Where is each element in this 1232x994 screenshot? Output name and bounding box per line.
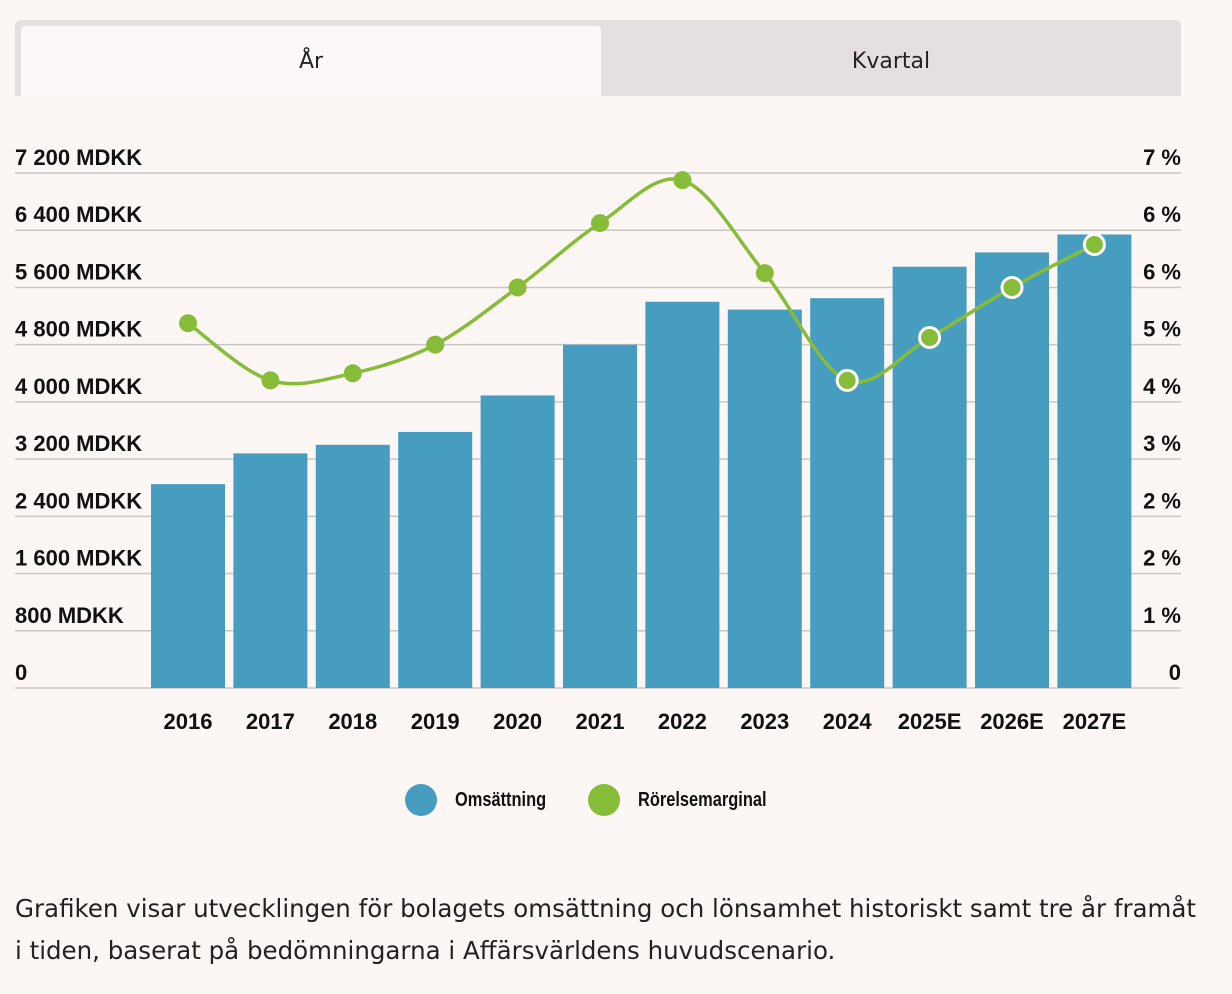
- legend-label-margin: Rörelsemarginal: [638, 788, 767, 811]
- period-tabs: År Kvartal: [15, 20, 1181, 96]
- x-tick-label: 2018: [328, 709, 377, 734]
- y-left-tick-label: 4 000 MDKK: [15, 374, 142, 399]
- x-tick-label: 2023: [740, 709, 789, 734]
- bar-omsattning[interactable]: [315, 444, 390, 688]
- y-right-tick-label: 2 %: [1143, 546, 1181, 571]
- y-left-tick-label: 6 400 MDKK: [15, 202, 142, 227]
- point-rorelsemarginal[interactable]: [1000, 275, 1024, 299]
- point-rorelsemarginal[interactable]: [673, 171, 692, 190]
- point-rorelsemarginal[interactable]: [755, 264, 774, 283]
- x-tick-label: 2021: [576, 709, 625, 734]
- y-right-tick-label: 3 %: [1143, 431, 1181, 456]
- y-left-tick-label: 5 600 MDKK: [15, 259, 142, 284]
- y-right-tick-label: 4 %: [1143, 374, 1181, 399]
- x-tick-label: 2017: [246, 709, 295, 734]
- bar-omsattning[interactable]: [563, 344, 637, 688]
- bar-omsattning[interactable]: [233, 453, 308, 688]
- y-left-tick-label: 800 MDKK: [15, 603, 124, 628]
- legend-item-revenue[interactable]: Omsättning: [405, 784, 566, 816]
- bar-omsattning[interactable]: [727, 309, 802, 688]
- point-rorelsemarginal[interactable]: [1082, 233, 1106, 257]
- legend-swatch-revenue: [405, 784, 437, 816]
- bar-omsattning[interactable]: [645, 301, 720, 688]
- x-tick-label: 2022: [658, 709, 707, 734]
- bar-omsattning[interactable]: [1057, 234, 1132, 688]
- x-tick-label: 2019: [411, 709, 460, 734]
- bar-omsattning[interactable]: [151, 484, 225, 688]
- legend-label-revenue: Omsättning: [455, 788, 547, 811]
- line-series: [179, 171, 1106, 392]
- tab-year[interactable]: År: [21, 26, 601, 96]
- y-left-tick-label: 4 800 MDKK: [15, 317, 142, 342]
- y-left-tick-label: 1 600 MDKK: [15, 546, 142, 571]
- axis-labels: 0 0 800 MDKK 1 % 1 600 MDKK 2 % 2 400 MDKK 2 % 3…: [15, 145, 1181, 734]
- chart-legend: Omsättning Rörelsemarginal: [405, 784, 795, 816]
- y-left-tick-label: 2 400 MDKK: [15, 488, 142, 513]
- point-rorelsemarginal[interactable]: [835, 368, 859, 392]
- x-tick-label: 2027E: [1063, 709, 1127, 734]
- bar-omsattning[interactable]: [810, 298, 885, 688]
- y-right-tick-label: 1 %: [1143, 603, 1181, 628]
- point-rorelsemarginal[interactable]: [179, 314, 197, 333]
- point-rorelsemarginal[interactable]: [261, 371, 280, 390]
- y-left-tick-label: 7 200 MDKK: [15, 145, 142, 170]
- point-rorelsemarginal[interactable]: [508, 278, 527, 297]
- y-right-tick-label: 6 %: [1143, 259, 1181, 284]
- y-right-tick-label: 0: [1169, 660, 1181, 685]
- chart-caption: Grafiken visar utvecklingen för bolagets…: [15, 894, 1197, 965]
- point-rorelsemarginal[interactable]: [918, 326, 942, 350]
- bar-series: [151, 234, 1132, 688]
- point-rorelsemarginal[interactable]: [591, 214, 609, 233]
- y-right-tick-label: 5 %: [1143, 317, 1181, 342]
- y-left-tick-label: 0: [15, 660, 27, 685]
- x-tick-label: 2025E: [898, 709, 962, 734]
- y-right-tick-label: 6 %: [1143, 202, 1181, 227]
- x-tick-label: 2026E: [980, 709, 1044, 734]
- point-rorelsemarginal[interactable]: [343, 364, 362, 383]
- tab-quarter[interactable]: Kvartal: [851, 48, 931, 74]
- revenue-margin-chart: 0 0 800 MDKK 1 % 1 600 MDKK 2 % 2 400 MDKK 2 % 3…: [15, 145, 1181, 734]
- bar-omsattning[interactable]: [480, 395, 555, 688]
- legend-item-margin[interactable]: Rörelsemarginal: [588, 784, 795, 816]
- legend-swatch-margin: [588, 784, 621, 816]
- bar-omsattning[interactable]: [975, 252, 1049, 688]
- x-tick-label: 2024: [823, 709, 873, 734]
- bar-omsattning[interactable]: [398, 431, 473, 688]
- y-right-tick-label: 2 %: [1143, 488, 1181, 513]
- y-left-tick-label: 3 200 MDKK: [15, 431, 142, 456]
- x-tick-label: 2016: [164, 709, 213, 734]
- y-right-tick-label: 7 %: [1143, 145, 1181, 170]
- point-rorelsemarginal[interactable]: [426, 335, 445, 354]
- x-tick-label: 2020: [493, 709, 542, 734]
